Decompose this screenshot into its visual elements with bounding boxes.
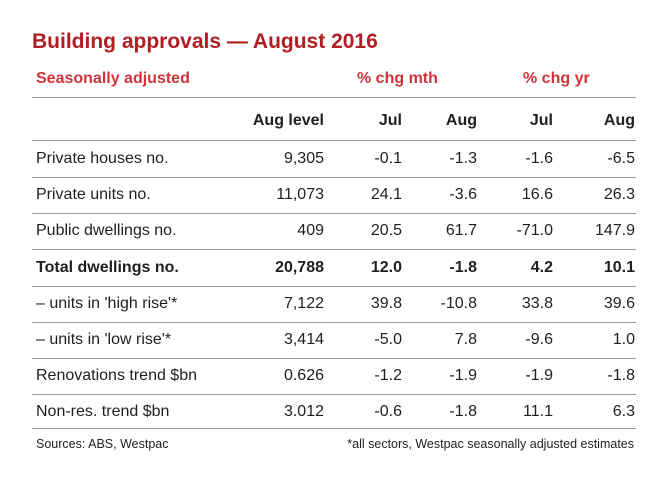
row-label: – units in 'high rise'* <box>36 295 178 312</box>
table-cell: 39.6 <box>603 295 635 312</box>
table-cell: -1.3 <box>449 150 477 167</box>
col-jul-mth-header: Jul <box>378 112 402 129</box>
row-divider <box>32 286 636 287</box>
row-label: Non-res. trend $bn <box>36 403 170 420</box>
rule-top <box>32 97 636 98</box>
table-title: Building approvals — August 2016 <box>32 30 378 53</box>
table-cell: 3.012 <box>283 403 324 420</box>
table-cell: -5.0 <box>374 331 402 348</box>
subtitle-seasonally-adjusted: Seasonally adjusted <box>36 70 190 87</box>
row-label: Total dwellings no. <box>36 259 179 276</box>
row-divider <box>32 140 636 141</box>
table-cell: -1.9 <box>525 367 553 384</box>
table-cell: -6.5 <box>607 150 635 167</box>
table-cell: 20.5 <box>370 222 402 239</box>
table-cell: 4.2 <box>530 259 553 276</box>
row-divider <box>32 177 636 178</box>
row-divider <box>32 358 636 359</box>
row-label: Private houses no. <box>36 150 169 167</box>
col-aug-yr-header: Aug <box>603 112 635 129</box>
row-divider <box>32 249 636 250</box>
row-label: Private units no. <box>36 186 151 203</box>
table-cell: 409 <box>297 222 324 239</box>
table-cell: 1.0 <box>612 331 635 348</box>
table-cell: -1.6 <box>525 150 553 167</box>
footer-sources: Sources: ABS, Westpac <box>36 437 169 451</box>
row-label: Public dwellings no. <box>36 222 177 239</box>
table-cell: 0.626 <box>283 367 324 384</box>
table-cell: -0.6 <box>374 403 402 420</box>
row-label: Renovations trend $bn <box>36 367 197 384</box>
col-aug-mth-header: Aug <box>445 112 477 129</box>
col-jul-yr-header: Jul <box>529 112 553 129</box>
row-divider <box>32 394 636 395</box>
table-cell: 7,122 <box>283 295 324 312</box>
table-cell: 11.1 <box>523 403 553 420</box>
group-header-chg-yr: % chg yr <box>523 70 590 87</box>
table-cell: -9.6 <box>525 331 553 348</box>
table-cell: -1.8 <box>449 259 477 276</box>
table-cell: -10.8 <box>440 295 477 312</box>
table-cell: -1.8 <box>607 367 635 384</box>
col-aug-level-header: Aug level <box>252 112 324 129</box>
row-label: – units in 'low rise'* <box>36 331 172 348</box>
table-cell: 16.6 <box>521 186 553 203</box>
table-cell: 26.3 <box>603 186 635 203</box>
row-divider <box>32 213 636 214</box>
table-cell: 7.8 <box>454 331 477 348</box>
table-cell: 39.8 <box>370 295 402 312</box>
table-cell: 9,305 <box>283 150 324 167</box>
table-cell: 11,073 <box>276 186 324 203</box>
table-cell: 24.1 <box>370 186 402 203</box>
table-cell: -1.9 <box>449 367 477 384</box>
table-cell: 147.9 <box>594 222 635 239</box>
row-divider <box>32 322 636 323</box>
table-cell: 6.3 <box>612 403 635 420</box>
table-cell: -0.1 <box>374 150 402 167</box>
table-cell: 61.7 <box>445 222 477 239</box>
table-cell: -1.2 <box>374 367 402 384</box>
row-divider <box>32 428 636 429</box>
table-cell: 10.1 <box>603 259 635 276</box>
group-header-chg-mth: % chg mth <box>357 70 438 87</box>
table-cell: 33.8 <box>521 295 553 312</box>
table-cell: 3,414 <box>283 331 324 348</box>
table-cell: -71.0 <box>516 222 553 239</box>
table-cell: 12.0 <box>370 259 402 276</box>
table-cell: -1.8 <box>449 403 477 420</box>
footer-note: *all sectors, Westpac seasonally adjuste… <box>347 437 634 451</box>
table-cell: -3.6 <box>449 186 477 203</box>
table-cell: 20,788 <box>275 259 324 276</box>
